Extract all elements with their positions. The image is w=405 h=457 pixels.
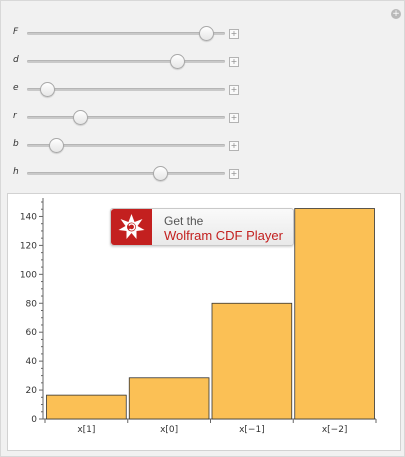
slider-row-r: r + (1, 108, 405, 128)
y-tick-label: 0 (31, 415, 37, 425)
bar (129, 378, 209, 419)
slider-row-b: b + (1, 136, 405, 156)
slider-row-e: e + (1, 80, 405, 100)
slider-plus-icon[interactable]: + (229, 85, 239, 95)
y-tick-label: 140 (20, 212, 37, 222)
slider-thumb[interactable] (73, 110, 88, 125)
bar (47, 395, 127, 419)
slider-label: h (13, 167, 23, 177)
slider-plus-icon[interactable]: + (229, 169, 239, 179)
y-tick-label: 60 (26, 328, 38, 338)
slider-label: b (13, 139, 23, 149)
slider-track[interactable] (27, 60, 225, 63)
slider-plus-icon[interactable]: + (229, 57, 239, 67)
badge-get-text: Get the (164, 214, 203, 228)
slider-track[interactable] (27, 172, 225, 175)
y-tick-label: 100 (20, 270, 37, 280)
get-cdf-player-badge[interactable]: Get the Wolfram CDF Player (110, 208, 294, 246)
y-tick-label: 20 (26, 386, 38, 396)
options-plus-icon[interactable]: + (391, 9, 401, 19)
x-category-label: x[1] (77, 425, 95, 435)
x-category-label: x[−1] (239, 425, 265, 435)
slider-label: d (13, 55, 23, 65)
slider-label: r (13, 111, 23, 121)
y-tick-label: 80 (26, 299, 38, 309)
slider-label: e (13, 83, 23, 93)
slider-thumb[interactable] (199, 26, 214, 41)
bar (212, 303, 292, 419)
slider-track[interactable] (27, 116, 225, 119)
slider-plus-icon[interactable]: + (229, 29, 239, 39)
slider-thumb[interactable] (49, 138, 64, 153)
x-category-label: x[−2] (322, 425, 348, 435)
slider-track[interactable] (27, 88, 225, 91)
slider-row-f: F + (1, 24, 405, 44)
bar (295, 209, 375, 419)
slider-row-h: h + (1, 164, 405, 184)
slider-row-d: d + (1, 52, 405, 72)
slider-track[interactable] (27, 32, 225, 35)
x-category-label: x[0] (160, 425, 178, 435)
slider-thumb[interactable] (170, 54, 185, 69)
slider-label: F (13, 27, 23, 37)
badge-product-name: Wolfram CDF Player (164, 228, 283, 243)
slider-thumb[interactable] (153, 166, 168, 181)
slider-plus-icon[interactable]: + (229, 113, 239, 123)
y-tick-label: 120 (20, 241, 37, 251)
wolfram-spikey-icon (111, 209, 152, 245)
slider-thumb[interactable] (40, 82, 55, 97)
y-tick-label: 40 (26, 357, 38, 367)
slider-plus-icon[interactable]: + (229, 141, 239, 151)
